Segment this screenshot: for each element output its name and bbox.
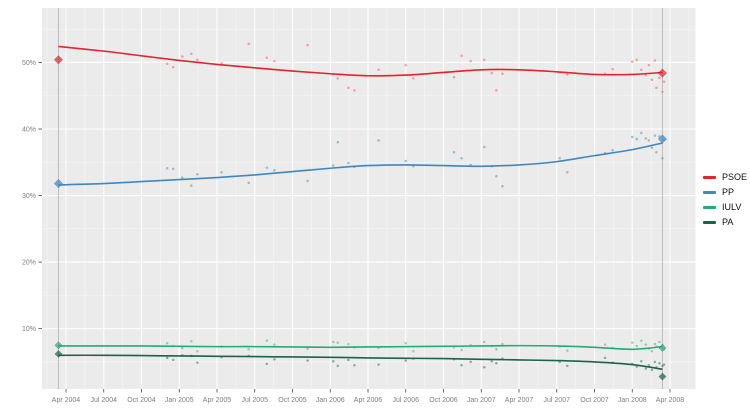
legend-item-iulv: IULV xyxy=(703,202,747,213)
result-diamond-psoe xyxy=(53,55,64,65)
result-diamond-pp xyxy=(53,178,64,189)
legend-label-pp: PP xyxy=(722,187,735,197)
result-diamond-psoe xyxy=(657,68,668,78)
legend-label-pa: PA xyxy=(722,217,734,227)
result-diamond-iulv xyxy=(658,343,667,353)
x-tick-label: Oct 2006 xyxy=(429,397,458,404)
result-diamond-iulv xyxy=(54,341,63,350)
x-tick-label: Oct 2004 xyxy=(127,397,156,404)
result-diamond-pp xyxy=(657,134,668,144)
legend-item-pa: PA xyxy=(703,217,747,228)
legend-item-pp: PP xyxy=(703,187,747,198)
trend-line-pp xyxy=(58,142,663,186)
major-gridlines xyxy=(42,8,696,389)
y-tick-label: 20% xyxy=(22,260,36,267)
x-tick-label: Jan 2006 xyxy=(316,397,345,404)
trend-line-iulv xyxy=(58,344,663,351)
x-tick-label: Apr 2004 xyxy=(52,397,81,404)
election-result-markers xyxy=(53,55,668,381)
x-tick-label: Apr 2005 xyxy=(203,397,232,404)
x-tick-label: Apr 2007 xyxy=(505,397,534,404)
x-tick-label: Jul 2005 xyxy=(242,397,269,404)
y-tick-label: 40% xyxy=(22,127,36,134)
y-tick-label: 50% xyxy=(22,60,36,67)
result-diamond-pa xyxy=(54,349,63,358)
x-tick-label: Oct 2005 xyxy=(278,397,307,404)
legend-swatch-iulv xyxy=(703,206,716,209)
x-tick-label: Jan 2005 xyxy=(165,397,194,404)
x-tick-label: Jan 2008 xyxy=(618,397,647,404)
trend-line-pa xyxy=(58,354,663,371)
plot-panel xyxy=(42,8,696,389)
result-diamond-pa xyxy=(658,372,667,381)
legend-swatch-psoe xyxy=(703,176,716,179)
trend-line-psoe xyxy=(58,45,663,77)
trend-lines xyxy=(58,45,663,371)
legend-item-psoe: PSOE xyxy=(703,172,747,183)
legend-label-iulv: IULV xyxy=(722,202,742,212)
legend-label-psoe: PSOE xyxy=(722,172,748,182)
x-tick-label: Oct 2007 xyxy=(580,397,609,404)
x-tick-label: Apr 2008 xyxy=(656,397,685,404)
x-tick-label: Jul 2006 xyxy=(393,397,420,404)
legend-swatch-pa xyxy=(703,221,716,224)
x-tick-label: Jul 2004 xyxy=(91,397,118,404)
y-tick-label: 10% xyxy=(22,326,36,333)
axes: 10% 20% 30% 40% 50% Apr 2004 Jul 2004 Oct 2004 J… xyxy=(22,60,684,404)
chart-legend: PSOE PP IULV PA xyxy=(703,172,747,228)
y-tick-label: 30% xyxy=(22,193,36,200)
legend-swatch-pp xyxy=(703,191,716,194)
minor-gridlines xyxy=(42,8,696,389)
x-tick-label: Jul 2007 xyxy=(544,397,571,404)
x-tick-label: Jan 2007 xyxy=(467,397,496,404)
x-tick-label: Apr 2006 xyxy=(354,397,383,404)
